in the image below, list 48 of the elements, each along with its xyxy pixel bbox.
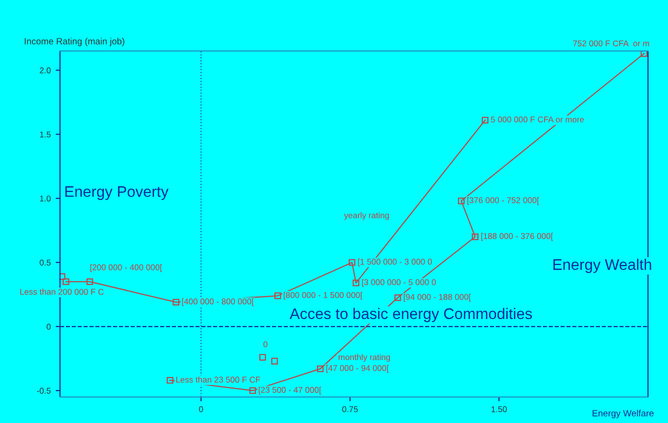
x-tick-label: 0 — [199, 406, 204, 412]
point — [172, 298, 180, 306]
annotation: [23 500 - 47 000[ — [258, 386, 322, 394]
annotation: Energy Wealth — [553, 258, 652, 273]
annotation: [200 000 - 400 000[ — [90, 264, 162, 272]
point — [271, 358, 278, 364]
point — [60, 273, 66, 280]
y-tick-label: 0 — [46, 324, 51, 330]
y-tick-label: 1.0 — [40, 196, 51, 202]
point — [472, 233, 479, 240]
annotation: 0 — [263, 341, 268, 348]
annotation: [800 000 - 1 500 000[ — [284, 292, 362, 300]
annotation: Energy Poverty — [65, 186, 169, 200]
annotation: Less than 200 000 F C — [20, 288, 104, 295]
point — [274, 292, 282, 300]
point — [640, 51, 648, 57]
point — [86, 278, 94, 285]
series-label: yearly rating — [344, 212, 389, 220]
point — [482, 116, 488, 124]
point — [394, 294, 402, 302]
annotation: 5 000 000 F CFA or more — [490, 116, 584, 122]
annotation: [1 500 000 - 3 000 0 — [358, 258, 432, 266]
y-tick-label: 2.0 — [40, 67, 51, 74]
point — [316, 365, 324, 372]
annotation: [188 000 - 376 000[ — [481, 232, 553, 241]
y-tick-label: 1.5 — [40, 132, 51, 138]
annotation: 752 000 F CFA or m — [573, 40, 650, 46]
annotation: Acces to basic energy Commodities — [290, 308, 532, 322]
y-axis-title: Income Rating (main job) — [24, 38, 124, 46]
annotation: [376 000 - 752 000[ — [467, 197, 540, 205]
point — [259, 354, 266, 361]
x-axis-title: Energy Welfare — [592, 410, 654, 418]
y-tick-label: 0.5 — [40, 260, 51, 266]
x-tick-label: 1.50 — [492, 406, 507, 412]
point — [166, 377, 174, 384]
point — [458, 198, 465, 204]
annotation: [3 000 000 - 5 000 0 — [362, 279, 436, 287]
annotation: [94 000 - 188 000[ — [404, 294, 471, 302]
point — [249, 387, 256, 394]
annotation: Less than 23 500 F CF — [176, 376, 260, 383]
annotation: [400 000 - 800 000[ — [182, 298, 254, 306]
x-tick-label: 0.75 — [342, 406, 358, 412]
point — [352, 280, 360, 286]
annotation: [47 000 - 94 000[ — [326, 364, 389, 373]
point — [62, 278, 70, 285]
series-label: monthly rating — [338, 354, 390, 362]
point — [348, 259, 356, 266]
y-tick-label: -0.5 — [36, 388, 51, 394]
